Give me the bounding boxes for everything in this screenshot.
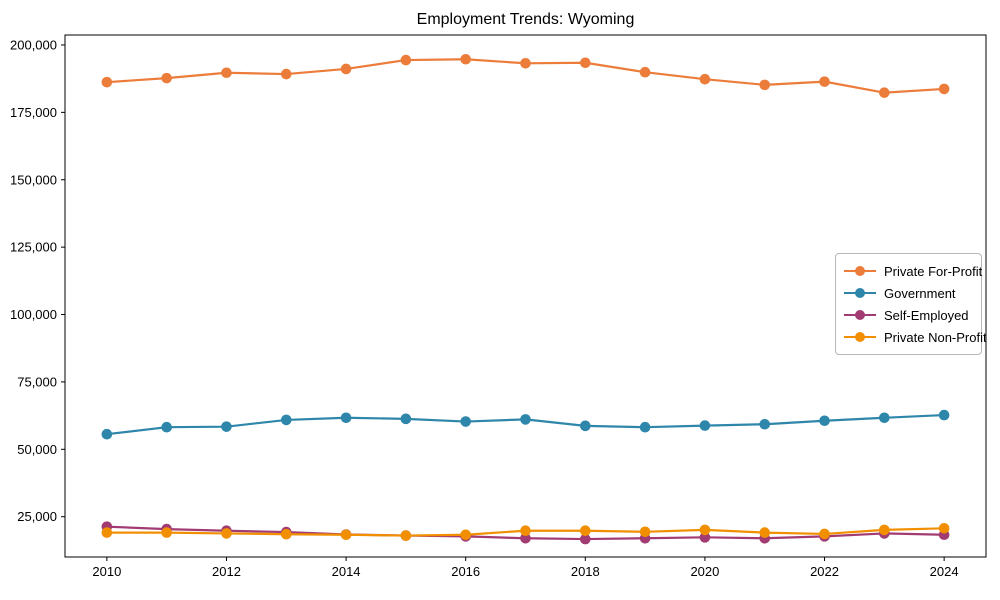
x-tick-label: 2016 [451, 564, 480, 579]
data-point-government-2015 [400, 413, 412, 425]
data-point-private-for-profit-2014 [340, 63, 352, 75]
legend-dot [855, 266, 865, 276]
data-point-private-non-profit-2013 [280, 528, 292, 540]
x-tick-label: 2020 [690, 564, 719, 579]
data-point-government-2023 [879, 412, 890, 424]
data-point-private-for-profit-2020 [699, 73, 711, 85]
data-point-government-2019 [639, 421, 651, 433]
legend-item-private-non-profit: Private Non-Profit [844, 326, 987, 348]
data-point-self-employed-2017 [520, 532, 531, 544]
legend-marker-icon [844, 287, 876, 299]
legend-dot [855, 288, 865, 298]
data-point-private-for-profit-2024 [938, 83, 950, 95]
data-point-private-non-profit-2011 [161, 527, 172, 538]
data-point-private-for-profit-2012 [221, 67, 232, 79]
legend-marker-icon [844, 309, 876, 321]
legend-label: Private For-Profit [884, 263, 983, 279]
chart-title: Employment Trends: Wyoming [416, 11, 635, 28]
x-tick-label: 2024 [930, 564, 959, 579]
legend-label: Private Non-Profit [884, 329, 987, 345]
data-point-private-for-profit-2022 [819, 76, 830, 87]
y-tick-label: 125,000 [10, 240, 57, 255]
legend-dot [855, 310, 865, 320]
x-tick-label: 2014 [332, 564, 361, 579]
legend-item-private-for-profit: Private For-Profit [844, 260, 982, 282]
data-point-government-2022 [819, 415, 830, 427]
data-point-private-for-profit-2016 [460, 53, 471, 65]
data-point-private-non-profit-2023 [879, 524, 890, 536]
y-tick-label: 175,000 [10, 105, 57, 120]
data-point-private-non-profit-2019 [639, 526, 651, 538]
data-point-government-2020 [699, 420, 711, 431]
data-point-government-2021 [759, 418, 771, 430]
data-point-private-non-profit-2014 [340, 529, 352, 541]
y-tick-label: 200,000 [10, 37, 57, 52]
data-point-government-2018 [580, 420, 591, 432]
data-point-government-2016 [460, 416, 471, 427]
x-tick-label: 2010 [92, 564, 121, 579]
data-point-government-2010 [101, 428, 113, 440]
data-point-private-non-profit-2021 [759, 527, 771, 538]
data-point-self-employed-2018 [580, 533, 591, 545]
x-tick-label: 2022 [810, 564, 839, 579]
data-point-private-non-profit-2016 [460, 529, 471, 541]
legend-item-self-employed: Self-Employed [844, 304, 973, 326]
y-tick-label: 50,000 [17, 442, 57, 457]
data-point-government-2024 [938, 409, 950, 421]
legend-dot [855, 332, 865, 342]
legend: Private For-Profit Government Self-Employe… [835, 253, 987, 355]
legend-label: Government [884, 285, 956, 301]
y-tick-label: 75,000 [17, 374, 57, 389]
x-tick-label: 2018 [571, 564, 600, 579]
axes-frame [64, 34, 987, 558]
legend-marker-icon [844, 331, 876, 343]
y-tick-label: 100,000 [10, 307, 57, 322]
y-tick-label: 25,000 [17, 509, 57, 524]
data-point-private-for-profit-2017 [520, 58, 531, 69]
data-point-private-for-profit-2013 [280, 68, 292, 80]
data-point-government-2017 [520, 414, 531, 425]
legend-label: Self-Employed [884, 307, 969, 323]
data-point-private-non-profit-2017 [520, 525, 531, 537]
data-point-government-2011 [161, 421, 172, 433]
data-point-government-2013 [280, 414, 292, 426]
data-point-private-for-profit-2023 [879, 87, 890, 98]
data-point-private-for-profit-2018 [580, 57, 591, 69]
legend-item-government: Government [844, 282, 973, 304]
data-point-private-non-profit-2012 [221, 528, 232, 539]
legend-marker-icon [844, 265, 876, 277]
data-point-private-for-profit-2019 [639, 66, 651, 78]
data-point-private-for-profit-2021 [759, 79, 771, 91]
data-point-self-employed-2020 [699, 532, 711, 543]
data-point-government-2012 [221, 421, 232, 432]
data-point-private-non-profit-2010 [101, 527, 113, 538]
data-point-private-non-profit-2024 [938, 522, 950, 534]
data-point-private-for-profit-2015 [400, 54, 412, 66]
y-tick-label: 150,000 [10, 172, 57, 187]
data-point-private-non-profit-2018 [580, 525, 591, 537]
data-point-private-for-profit-2010 [101, 76, 113, 88]
data-point-private-non-profit-2015 [400, 530, 412, 541]
data-point-private-non-profit-2022 [819, 528, 830, 540]
data-point-government-2014 [340, 412, 352, 424]
data-point-private-non-profit-2020 [699, 524, 711, 536]
data-point-private-for-profit-2011 [161, 72, 172, 84]
x-tick-label: 2012 [212, 564, 241, 579]
